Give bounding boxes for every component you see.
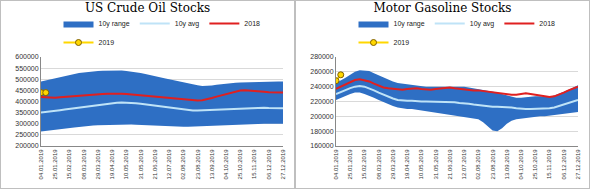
svg-text:04.10.2019: 04.10.2019 [518, 149, 524, 180]
svg-text:25.01.2019: 25.01.2019 [52, 149, 58, 180]
svg-text:23.08.2019: 23.08.2019 [490, 149, 496, 180]
svg-text:08.03.2019: 08.03.2019 [81, 149, 87, 180]
svg-text:21.06.2019: 21.06.2019 [447, 149, 453, 180]
svg-text:04.01.2019: 04.01.2019 [38, 149, 44, 180]
svg-text:15.02.2019: 15.02.2019 [361, 149, 367, 180]
svg-text:19.04.2019: 19.04.2019 [109, 149, 115, 180]
svg-text:550000: 550000 [15, 65, 38, 72]
svg-text:200000: 200000 [15, 142, 38, 149]
svg-text:240000: 240000 [310, 83, 333, 90]
svg-text:10y avg: 10y avg [175, 20, 200, 28]
svg-text:10y range: 10y range [99, 20, 130, 28]
svg-text:02.08.2019: 02.08.2019 [475, 149, 481, 180]
svg-text:23.08.2019: 23.08.2019 [195, 149, 201, 180]
svg-text:31.05.2019: 31.05.2019 [138, 149, 144, 180]
svg-text:10.05.2019: 10.05.2019 [123, 149, 129, 180]
svg-text:06.12.2019: 06.12.2019 [561, 149, 567, 180]
svg-text:10.05.2019: 10.05.2019 [418, 149, 424, 180]
svg-text:2019: 2019 [99, 39, 115, 46]
svg-text:27.12.2019: 27.12.2019 [280, 149, 286, 180]
svg-text:500000: 500000 [15, 76, 38, 83]
svg-text:2019: 2019 [394, 39, 410, 46]
svg-text:10y avg: 10y avg [470, 20, 495, 28]
svg-text:180000: 180000 [310, 128, 333, 135]
svg-text:2018: 2018 [539, 20, 555, 27]
svg-text:600000: 600000 [15, 53, 38, 60]
svg-text:15.11.2019: 15.11.2019 [251, 149, 257, 179]
svg-text:12.07.2019: 12.07.2019 [166, 149, 172, 180]
svg-text:10y range: 10y range [394, 20, 425, 28]
svg-text:280000: 280000 [310, 53, 333, 60]
svg-text:13.09.2019: 13.09.2019 [209, 149, 215, 180]
svg-text:15.02.2019: 15.02.2019 [66, 149, 72, 180]
svg-text:04.10.2019: 04.10.2019 [223, 149, 229, 180]
svg-text:21.06.2019: 21.06.2019 [152, 149, 158, 180]
svg-text:25.10.2019: 25.10.2019 [532, 149, 538, 180]
svg-text:200000: 200000 [310, 113, 333, 120]
svg-text:04.01.2019: 04.01.2019 [333, 149, 339, 180]
svg-text:260000: 260000 [310, 68, 333, 75]
svg-text:12.07.2019: 12.07.2019 [461, 149, 467, 180]
svg-text:300000: 300000 [15, 120, 38, 127]
svg-text:400000: 400000 [15, 98, 38, 105]
svg-text:450000: 450000 [15, 87, 38, 94]
svg-text:220000: 220000 [310, 98, 333, 105]
svg-text:06.12.2019: 06.12.2019 [266, 149, 272, 180]
svg-text:Motor Gasoline Stocks: Motor Gasoline Stocks [374, 1, 512, 15]
svg-text:25.01.2019: 25.01.2019 [347, 149, 353, 180]
svg-text:350000: 350000 [15, 109, 38, 116]
svg-text:02.08.2019: 02.08.2019 [180, 149, 186, 180]
svg-text:13.09.2019: 13.09.2019 [504, 149, 510, 180]
svg-text:27.12.2019: 27.12.2019 [575, 149, 581, 180]
svg-text:US Crude Oil Stocks: US Crude Oil Stocks [85, 1, 210, 15]
svg-text:31.05.2019: 31.05.2019 [433, 149, 439, 180]
svg-text:2018: 2018 [244, 20, 260, 27]
svg-text:15.11.2019: 15.11.2019 [546, 149, 552, 179]
svg-text:19.04.2019: 19.04.2019 [404, 149, 410, 180]
svg-text:29.03.2019: 29.03.2019 [390, 149, 396, 180]
svg-text:250000: 250000 [15, 131, 38, 138]
svg-text:25.10.2019: 25.10.2019 [237, 149, 243, 180]
svg-text:160000: 160000 [310, 142, 333, 149]
svg-text:29.03.2019: 29.03.2019 [95, 149, 101, 180]
svg-text:08.03.2019: 08.03.2019 [376, 149, 382, 180]
